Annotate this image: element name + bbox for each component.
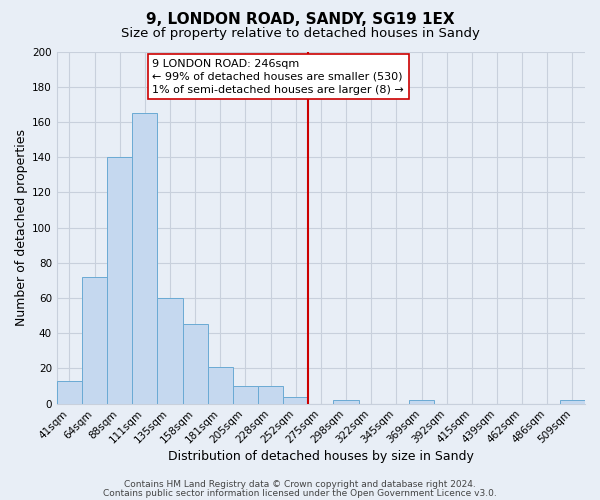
Bar [208,366,233,404]
Y-axis label: Number of detached properties: Number of detached properties [15,129,28,326]
Text: Size of property relative to detached houses in Sandy: Size of property relative to detached ho… [121,28,479,40]
Text: 9, LONDON ROAD, SANDY, SG19 1EX: 9, LONDON ROAD, SANDY, SG19 1EX [146,12,454,28]
Text: Contains public sector information licensed under the Open Government Licence v3: Contains public sector information licen… [103,488,497,498]
Bar [57,380,82,404]
Text: Contains HM Land Registry data © Crown copyright and database right 2024.: Contains HM Land Registry data © Crown c… [124,480,476,489]
Bar [283,396,308,404]
Bar [258,386,283,404]
Bar [409,400,434,404]
Bar [107,157,132,404]
Bar [560,400,585,404]
Bar [233,386,258,404]
X-axis label: Distribution of detached houses by size in Sandy: Distribution of detached houses by size … [168,450,474,462]
Bar [157,298,182,404]
Text: 9 LONDON ROAD: 246sqm
← 99% of detached houses are smaller (530)
1% of semi-deta: 9 LONDON ROAD: 246sqm ← 99% of detached … [152,58,404,95]
Bar [82,277,107,404]
Bar [132,113,157,404]
Bar [334,400,359,404]
Bar [182,324,208,404]
